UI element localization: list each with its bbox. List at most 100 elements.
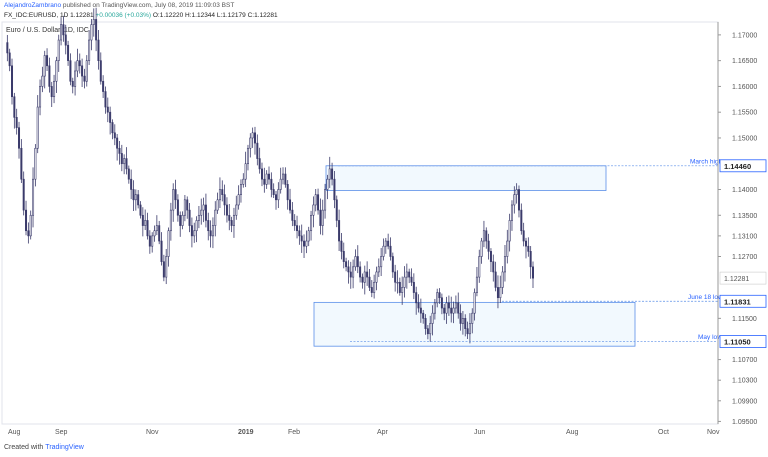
- candle-body: [118, 147, 121, 154]
- candle-body: [90, 24, 93, 41]
- candle-body: [408, 271, 411, 278]
- candle-body: [396, 281, 399, 284]
- candle: [499, 275, 502, 303]
- candle-body: [76, 60, 79, 72]
- candle-body: [272, 189, 275, 195]
- candle-body: [88, 39, 91, 61]
- candle: [188, 202, 191, 233]
- candle-body: [113, 132, 116, 139]
- candle-body: [172, 189, 175, 211]
- candle: [312, 196, 315, 228]
- candle-body: [492, 261, 495, 273]
- candle-body: [242, 178, 245, 185]
- candle: [111, 119, 114, 140]
- candle: [333, 170, 336, 209]
- candle: [531, 261, 535, 288]
- candle-body: [284, 173, 287, 185]
- candle-body: [263, 178, 266, 185]
- candle-body: [314, 194, 317, 206]
- candle: [389, 237, 392, 261]
- candle-body: [43, 55, 46, 77]
- candle: [144, 209, 147, 231]
- candle: [190, 217, 193, 248]
- candle-body: [67, 44, 70, 61]
- candle: [321, 199, 324, 236]
- candle-body: [134, 194, 137, 201]
- candle: [300, 224, 303, 253]
- candle-body: [165, 256, 168, 278]
- candle-body: [275, 194, 278, 201]
- candle: [78, 53, 81, 74]
- candle: [146, 212, 149, 240]
- candle-body: [433, 302, 436, 314]
- candle-body: [464, 318, 467, 329]
- candle: [415, 286, 418, 315]
- y-tick-label: 1.09500: [732, 419, 757, 426]
- candle: [331, 162, 334, 186]
- candle-body: [188, 209, 191, 226]
- candle-body: [510, 204, 513, 221]
- candle: [141, 207, 144, 237]
- footer: Created with TradingView: [4, 444, 84, 451]
- candle-body: [461, 318, 464, 324]
- candle-body: [190, 225, 193, 237]
- candle: [529, 246, 532, 279]
- candle: [53, 74, 56, 104]
- candle-body: [410, 276, 413, 283]
- candle: [440, 293, 443, 315]
- candle-body: [361, 276, 364, 283]
- candle-body: [452, 307, 455, 314]
- candle: [485, 227, 488, 249]
- candle: [459, 304, 462, 331]
- last-price-label: 1.12281: [724, 276, 749, 283]
- candle-body: [513, 194, 516, 206]
- candle: [338, 209, 341, 252]
- candle: [403, 266, 406, 298]
- candle-body: [415, 292, 418, 304]
- candle-body: [324, 189, 327, 211]
- candle: [424, 314, 427, 335]
- candle: [20, 139, 23, 183]
- candle-body: [405, 271, 408, 278]
- candle: [270, 172, 273, 198]
- candle: [60, 17, 63, 46]
- y-tick-label: 1.14000: [732, 187, 757, 194]
- candle-body: [32, 178, 35, 216]
- candle: [398, 277, 401, 296]
- candle: [22, 171, 25, 216]
- author-link[interactable]: AlejandroZambrano: [4, 2, 62, 9]
- candle: [242, 173, 245, 188]
- footer-created: Created with: [4, 444, 44, 451]
- candle: [508, 213, 511, 252]
- candle-body: [55, 60, 58, 82]
- candle-body: [141, 214, 144, 226]
- candle-body: [237, 194, 240, 206]
- candle-body: [69, 60, 72, 82]
- candle: [373, 274, 376, 299]
- candle-body: [298, 230, 301, 237]
- candle: [298, 225, 301, 245]
- tradingview-logo[interactable]: TradingView: [45, 444, 84, 451]
- publish-info: AlejandroZambrano published on TradingVi…: [4, 2, 234, 9]
- candle: [127, 165, 130, 184]
- candle: [417, 294, 420, 313]
- candle: [429, 315, 432, 342]
- price-tag-box: [719, 159, 767, 173]
- candle: [438, 288, 441, 304]
- candle-body: [151, 235, 154, 247]
- x-tick-label: Aug: [8, 429, 21, 436]
- candle-body: [60, 24, 63, 41]
- candle: [286, 180, 289, 210]
- candle-body: [443, 307, 446, 314]
- candle-body: [527, 245, 530, 252]
- candle-body: [347, 266, 350, 273]
- candle: [92, 8, 95, 37]
- candle: [130, 169, 133, 200]
- candle-body: [34, 147, 37, 180]
- candle-body: [373, 281, 376, 293]
- candle: [527, 237, 530, 257]
- candle-body: [368, 276, 371, 288]
- candle-body: [8, 52, 11, 67]
- candle-body: [53, 80, 56, 98]
